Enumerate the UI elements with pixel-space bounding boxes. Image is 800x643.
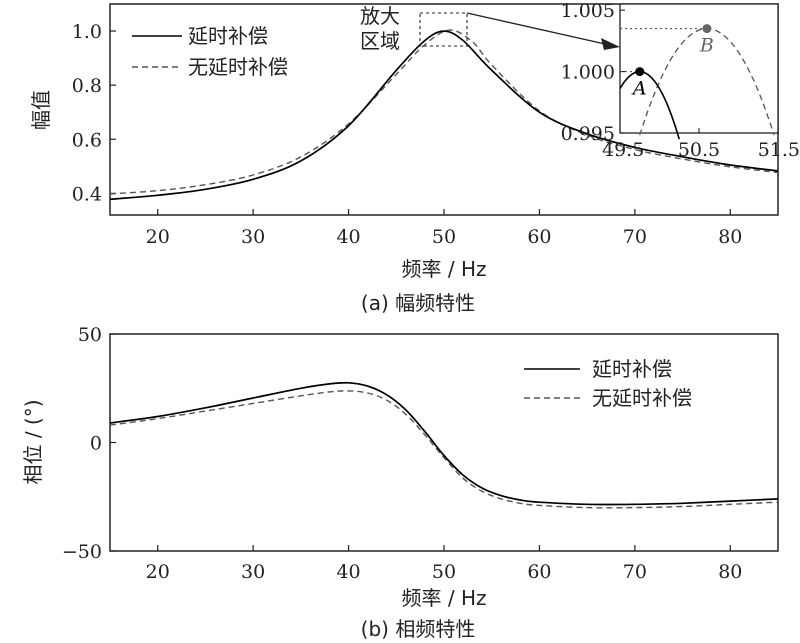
inset-point-label: A	[631, 78, 647, 100]
inset-point-marker	[702, 24, 712, 34]
inset-y-tick-label: 0.995	[561, 123, 615, 145]
panel-b: 20 30 40 50 60 70 80 −50 0 50 频率 / Hz 相位 / (°) (…	[21, 324, 779, 641]
series-line-no-compensation-b	[109, 390, 779, 509]
zoom-arrowhead	[601, 38, 620, 50]
inset-curve-compensation	[619, 70, 680, 140]
zoom-box	[419, 12, 468, 47]
x-tick-label-b: 70	[623, 561, 647, 583]
y-tick-label-a: 0.8	[72, 75, 102, 97]
x-tick-label-a: 50	[432, 226, 456, 248]
y-tick-label-b: 50	[78, 324, 102, 346]
y-tick-label-b: 0	[90, 433, 102, 455]
inset-points: AB	[620, 24, 714, 100]
series-group-b	[109, 381, 779, 509]
x-tick-label-b: 80	[718, 561, 742, 583]
x-tick-label-b: 40	[336, 561, 360, 583]
y-axis-label-b: 相位 / (°)	[21, 399, 45, 484]
inset-ticks: 49.5 50.5 51.5 0.995 1.000 1.005	[561, 0, 800, 161]
x-tick-label-a: 70	[623, 226, 647, 248]
x-tick-label-b: 30	[241, 561, 265, 583]
x-tick-label-a: 40	[336, 226, 360, 248]
plot-frame-b	[109, 333, 779, 552]
x-axis-label-b: 频率 / Hz	[402, 586, 487, 610]
x-axis-ticks-a: 20 30 40 50 60 70 80	[146, 209, 742, 248]
x-tick-label-b: 20	[146, 561, 170, 583]
legend-a-item-1: 延时补偿	[188, 24, 268, 48]
x-axis-label-a: 频率 / Hz	[402, 257, 487, 281]
panel-a: 20 30 40 50 60 70 80 0.4 0.6 0.8 1.0 频率 / Hz 幅值 (…	[29, 0, 800, 315]
zoom-arrow	[466, 12, 606, 45]
zoom-annotation: 放大 区域	[360, 4, 620, 53]
inset-y-tick-label: 1.005	[561, 0, 615, 22]
zoom-label-line2: 区域	[360, 29, 400, 53]
y-axis-ticks-b: −50 0 50	[62, 324, 116, 563]
x-tick-label-b: 60	[527, 561, 551, 583]
y-tick-label-b: −50	[62, 541, 102, 563]
inset-x-tick-label: 51.5	[758, 139, 800, 161]
y-tick-label-a: 1.0	[72, 21, 102, 43]
series-group-a	[109, 29, 779, 201]
x-tick-label-a: 20	[146, 226, 170, 248]
series-line-compensation-a	[109, 30, 779, 201]
y-tick-label-a: 0.6	[72, 129, 102, 151]
legend-b: 延时补偿 无延时补偿	[524, 357, 692, 410]
legend-b-item-2: 无延时补偿	[592, 386, 692, 410]
inset-y-tick-label: 1.000	[561, 62, 615, 84]
series-line-no-compensation-a	[109, 29, 779, 195]
x-tick-label-b: 50	[432, 561, 456, 583]
y-tick-label-a: 0.4	[72, 183, 102, 205]
x-tick-label-a: 30	[241, 226, 265, 248]
inset-background	[619, 3, 779, 134]
x-tick-label-a: 60	[527, 226, 551, 248]
zoom-label-line1: 放大	[360, 4, 400, 28]
legend-a: 延时补偿 无延时补偿	[132, 24, 288, 79]
series-line-compensation-b	[109, 381, 779, 506]
inset-x-tick-label: 49.5	[602, 139, 644, 161]
y-axis-label-a: 幅值	[29, 90, 53, 130]
inset-x-tick-label: 50.5	[678, 139, 720, 161]
caption-a: (a) 幅频特性	[361, 291, 475, 315]
y-axis-ticks-a: 0.4 0.6 0.8 1.0	[72, 21, 116, 205]
caption-b: (b) 相频特性	[361, 617, 476, 641]
inset-point-label: B	[699, 35, 714, 57]
inset-point-marker	[635, 67, 645, 77]
x-tick-label-a: 80	[718, 226, 742, 248]
x-axis-ticks-b: 20 30 40 50 60 70 80	[146, 545, 742, 583]
legend-a-item-2: 无延时补偿	[188, 55, 288, 79]
legend-b-item-1: 延时补偿	[592, 357, 672, 381]
